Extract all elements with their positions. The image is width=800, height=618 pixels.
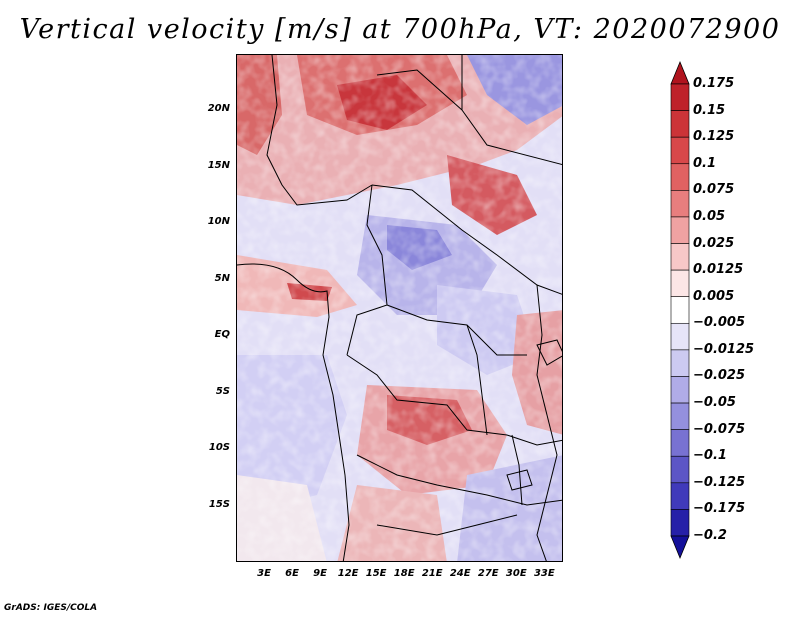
lat-tick-label: 15S	[208, 498, 230, 510]
lon-tick-label: 12E	[337, 568, 359, 579]
lon-tick-label: 24E	[449, 568, 471, 579]
colorbar-tick-label: 0.025	[693, 235, 735, 251]
lat-tick-label: 10N	[207, 216, 230, 228]
lat-tick-label: 20N	[207, 103, 230, 115]
colorbar-tick-label: −0.1	[693, 448, 727, 464]
colorbar-tick-label: 0.15	[693, 102, 726, 118]
colorbar-bin	[670, 190, 690, 218]
colorbar-max-arrow	[670, 60, 690, 85]
colorbar-bin	[670, 83, 690, 111]
lat-tick-label: 5N	[214, 272, 230, 284]
chart-title: Vertical velocity [m/s] at 700hPa, VT: 2…	[19, 14, 781, 45]
colorbar-tick-label: −0.005	[693, 315, 746, 331]
colorbar-tick-label: 0.05	[693, 208, 726, 224]
colorbar-tick-label: −0.025	[693, 368, 746, 384]
colorbar-bin	[670, 509, 690, 537]
colorbar-tick-label: 0.005	[693, 288, 735, 304]
colorbar-tick-label: −0.05	[693, 395, 736, 411]
lat-tick-label: 10S	[208, 442, 230, 454]
lon-tick-label: 9E	[313, 568, 327, 579]
colorbar-bin	[670, 216, 690, 244]
colorbar-bin	[670, 296, 690, 324]
lon-tick-label: 21E	[421, 568, 443, 579]
colorbar-bin	[670, 136, 690, 165]
colorbar-tick-label: 0.125	[693, 129, 735, 145]
colorbar	[670, 60, 690, 560]
vertical-velocity-field	[237, 55, 562, 561]
lon-tick-label: 27E	[477, 568, 499, 579]
colorbar-tick-label: 0.1	[693, 155, 717, 171]
lon-tick-label: 18E	[393, 568, 415, 579]
footer-credit: GrADS: IGES/COLA	[4, 603, 98, 613]
colorbar-bin	[670, 376, 690, 404]
colorbar-bin	[670, 429, 690, 457]
colorbar-tick-label: 0.175	[693, 76, 735, 91]
colorbar-tick-label: −0.2	[693, 528, 727, 543]
lat-tick-label: 15N	[207, 159, 230, 171]
colorbar-tick-label: −0.175	[693, 501, 746, 517]
lon-tick-label: 6E	[285, 568, 299, 579]
colorbar-bin	[670, 269, 690, 298]
colorbar-tick-label: −0.075	[693, 421, 746, 437]
colorbar-tick-label: 0.0125	[693, 262, 744, 278]
lon-tick-label: 15E	[365, 568, 387, 579]
colorbar-bin	[670, 243, 690, 271]
colorbar-bin	[670, 482, 690, 510]
colorbar-bin	[670, 402, 690, 430]
lat-tick-label: EQ	[214, 329, 230, 341]
colorbar-bin	[670, 455, 690, 484]
lon-tick-label: 33E	[533, 568, 555, 579]
colorbar-bin	[670, 163, 690, 191]
colorbar-min-arrow	[670, 535, 690, 560]
colorbar-tick-label: 0.075	[693, 182, 735, 198]
lon-tick-label: 30E	[505, 568, 527, 579]
colorbar-bin	[670, 349, 690, 377]
colorbar-bin	[670, 322, 690, 351]
lat-tick-label: 5S	[215, 385, 230, 397]
colorbar-tick-label: −0.0125	[693, 341, 755, 357]
lon-tick-label: 3E	[257, 568, 271, 579]
map-plot-area	[236, 54, 563, 562]
colorbar-tick-label: −0.125	[693, 474, 746, 490]
colorbar-bin	[670, 110, 690, 138]
